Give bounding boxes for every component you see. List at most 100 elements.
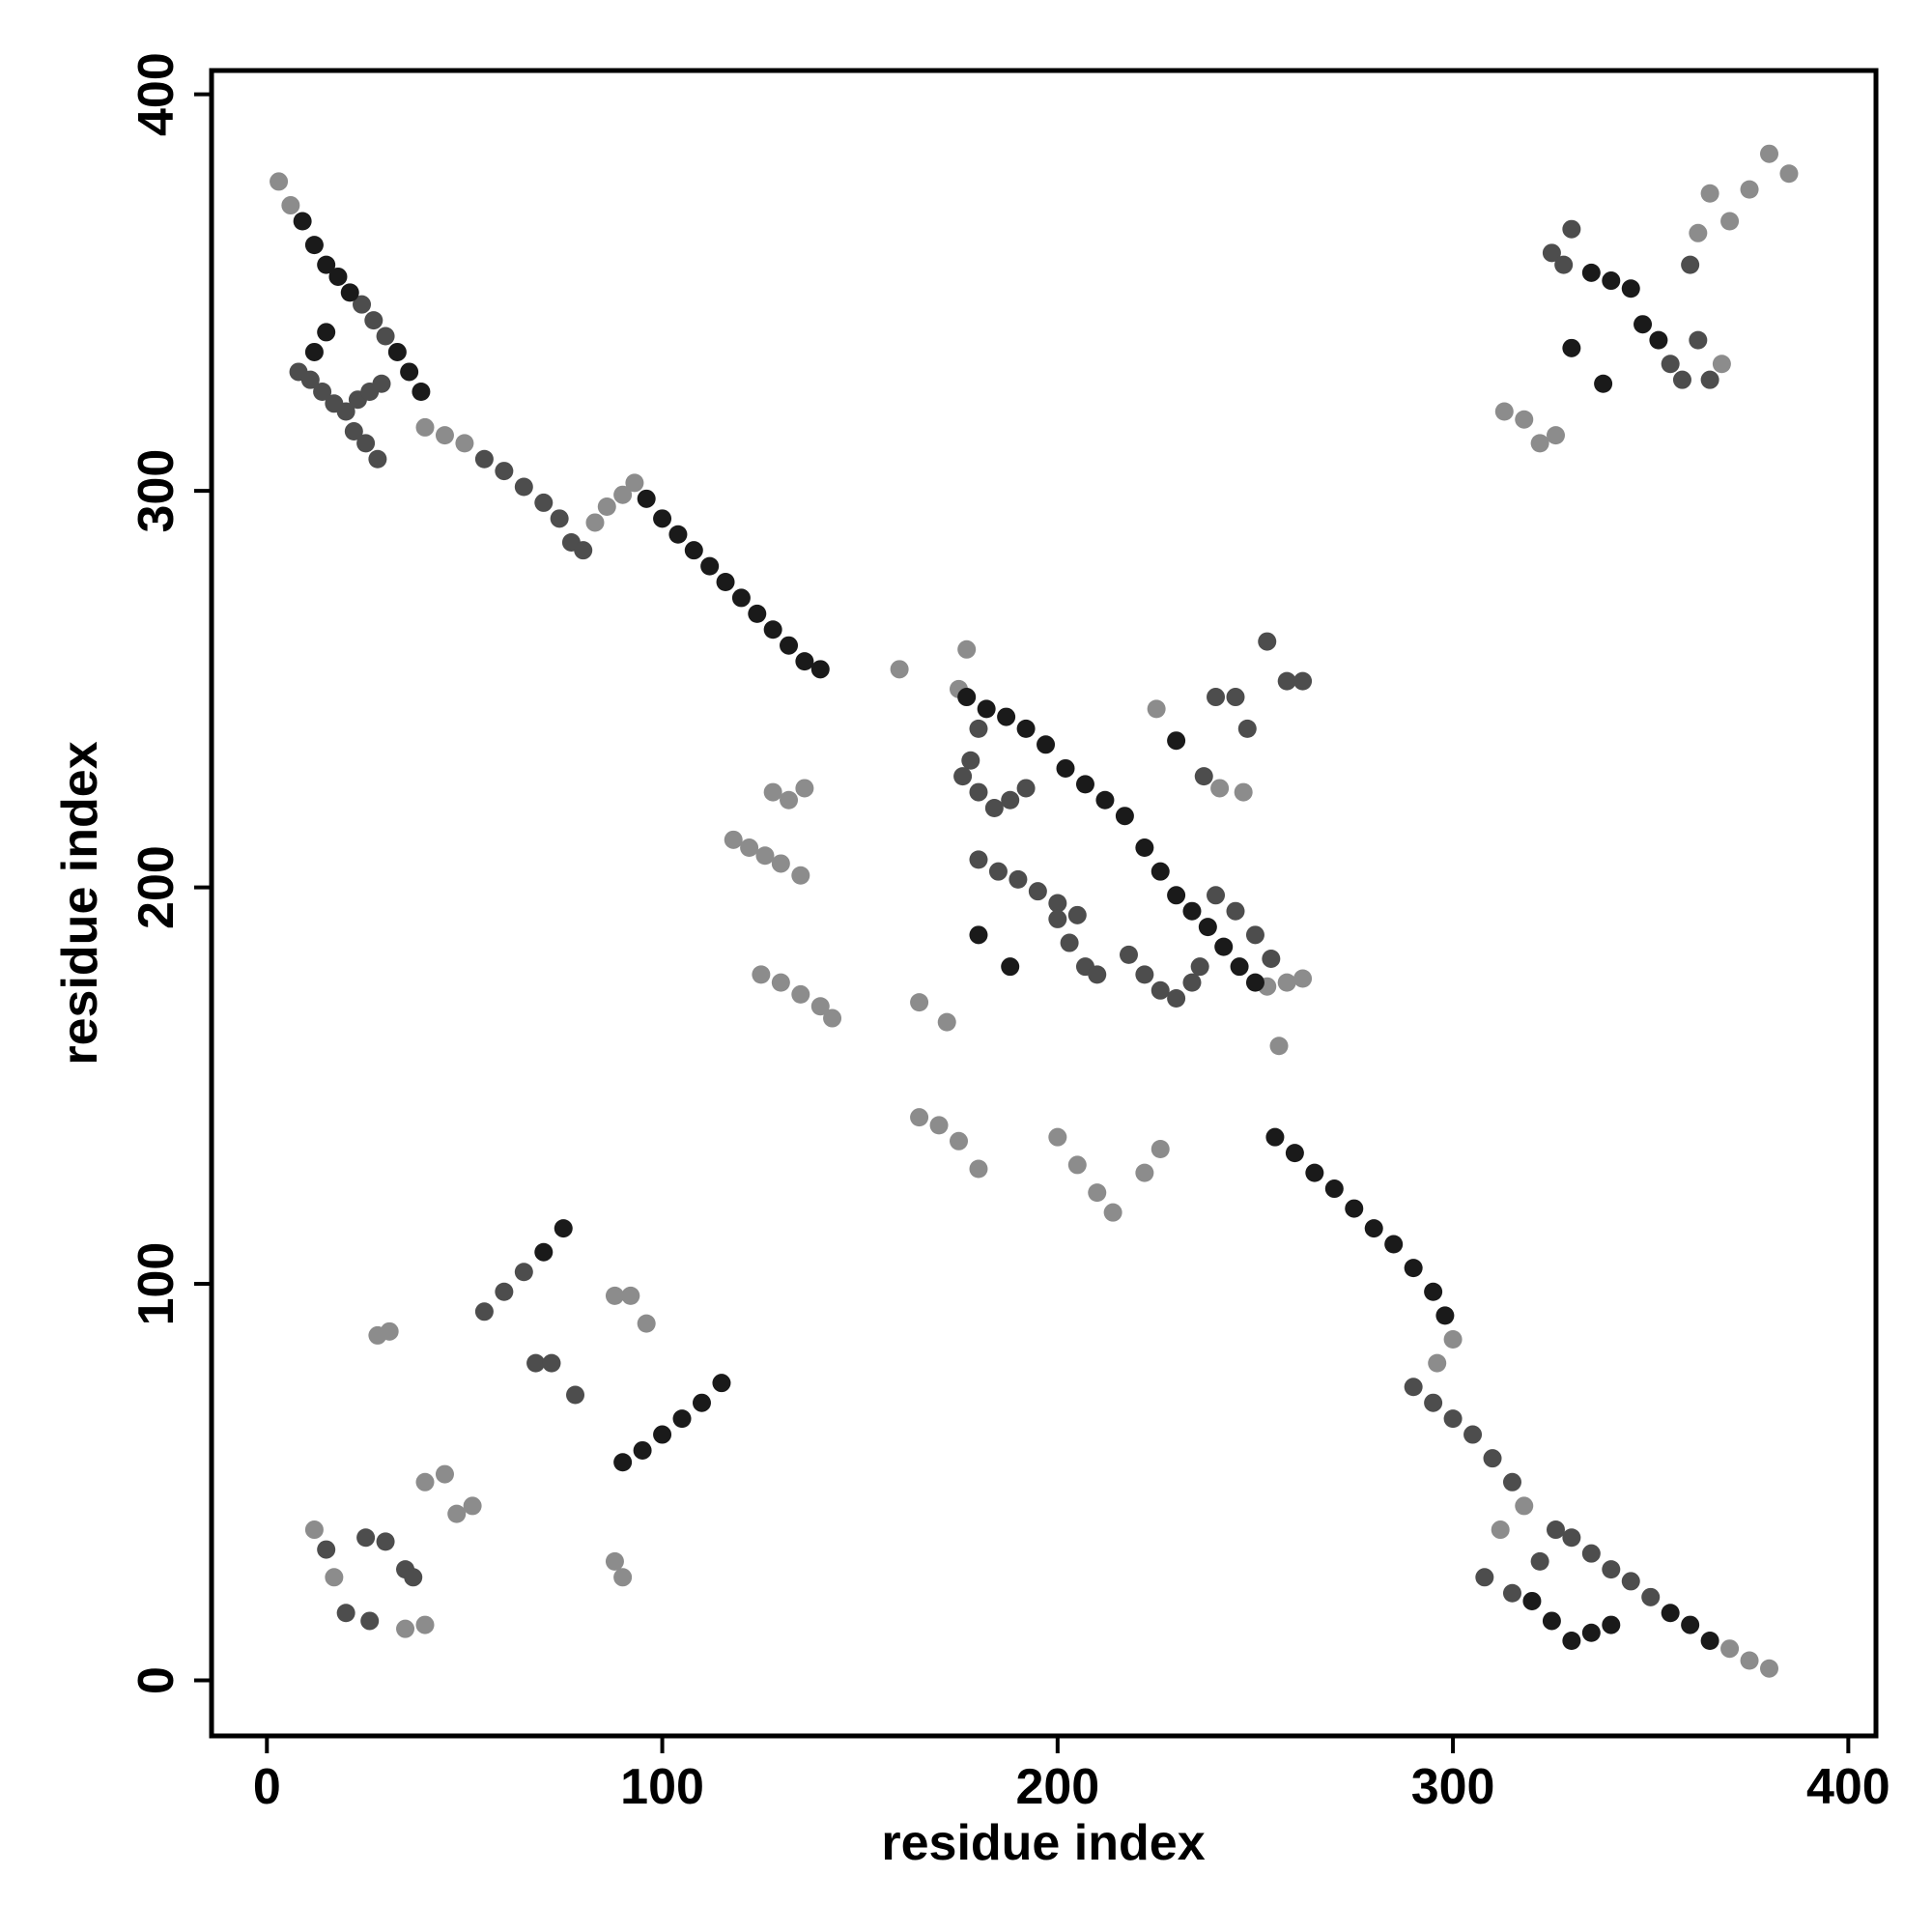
point — [1554, 255, 1574, 274]
point — [1602, 1560, 1621, 1579]
x-tick-label: 300 — [1411, 1759, 1495, 1815]
point — [752, 965, 771, 984]
point — [1103, 1203, 1122, 1222]
point — [1491, 1520, 1510, 1540]
point — [1542, 243, 1561, 263]
point — [910, 993, 929, 1012]
point — [1037, 735, 1056, 754]
point — [495, 1282, 514, 1301]
point — [1048, 894, 1067, 913]
point — [1265, 1127, 1285, 1147]
point — [1088, 1183, 1107, 1203]
x-tick-label: 0 — [253, 1759, 281, 1815]
point — [780, 636, 799, 655]
x-tick-label: 400 — [1806, 1759, 1890, 1815]
point — [1345, 1199, 1364, 1218]
x-axis-title: residue index — [881, 1815, 1205, 1871]
point — [969, 782, 988, 802]
point — [1689, 223, 1708, 242]
point — [574, 541, 593, 560]
point — [712, 1374, 731, 1393]
point — [957, 639, 977, 659]
point — [1324, 1179, 1344, 1199]
point — [1502, 1583, 1521, 1603]
point — [412, 382, 431, 401]
point — [1700, 370, 1719, 389]
point — [791, 866, 810, 885]
point — [1522, 1591, 1542, 1610]
point — [1759, 144, 1778, 163]
point — [1001, 790, 1020, 810]
point — [1194, 767, 1213, 786]
point — [1048, 909, 1067, 928]
point — [1530, 434, 1549, 453]
point — [1234, 782, 1253, 802]
point — [1095, 790, 1115, 810]
point — [684, 541, 703, 560]
point — [1712, 355, 1731, 374]
point — [668, 525, 688, 544]
point — [1515, 1496, 1534, 1516]
point — [1634, 315, 1653, 334]
point — [1581, 1623, 1601, 1642]
point — [435, 1464, 454, 1484]
point — [1067, 1155, 1087, 1175]
point — [1562, 219, 1581, 239]
point — [731, 588, 751, 608]
point — [810, 997, 830, 1016]
point — [340, 283, 359, 302]
point — [1581, 1544, 1601, 1563]
point — [1689, 330, 1708, 350]
point — [1198, 918, 1217, 937]
point — [597, 497, 616, 517]
point — [1016, 719, 1036, 738]
point — [1740, 1651, 1759, 1670]
point — [1056, 758, 1075, 778]
point — [1581, 263, 1601, 282]
point — [653, 509, 672, 528]
point — [1245, 973, 1264, 992]
point — [1151, 1139, 1170, 1158]
point — [1546, 1520, 1565, 1540]
point — [1135, 838, 1154, 858]
point — [937, 1012, 956, 1032]
point — [396, 1619, 415, 1638]
point — [969, 1159, 988, 1179]
point — [1060, 933, 1079, 952]
point — [1230, 957, 1249, 977]
point — [1700, 184, 1719, 203]
point — [969, 850, 988, 869]
point — [653, 1425, 672, 1444]
point — [1364, 1219, 1383, 1238]
point — [415, 1472, 435, 1492]
point — [387, 342, 407, 361]
point — [997, 707, 1016, 726]
point — [763, 782, 782, 802]
point — [621, 1286, 640, 1305]
point — [1681, 255, 1700, 274]
point — [356, 1528, 376, 1548]
point — [625, 473, 644, 493]
point — [780, 790, 799, 810]
plot-frame — [209, 68, 1879, 1739]
point — [1546, 426, 1565, 445]
point — [1190, 957, 1209, 977]
point — [364, 311, 384, 330]
point — [372, 374, 391, 393]
y-tick-label: 0 — [128, 1666, 185, 1694]
point — [1226, 901, 1245, 921]
point — [463, 1496, 482, 1516]
point — [1135, 965, 1154, 984]
point — [791, 984, 810, 1004]
point — [300, 370, 320, 389]
point — [1602, 1615, 1621, 1634]
point — [1182, 901, 1202, 921]
point — [1621, 1572, 1640, 1591]
point — [1759, 1659, 1778, 1678]
point — [336, 402, 355, 421]
point — [1293, 671, 1313, 691]
point — [910, 1108, 929, 1127]
point — [1214, 937, 1234, 956]
point — [1258, 632, 1277, 651]
